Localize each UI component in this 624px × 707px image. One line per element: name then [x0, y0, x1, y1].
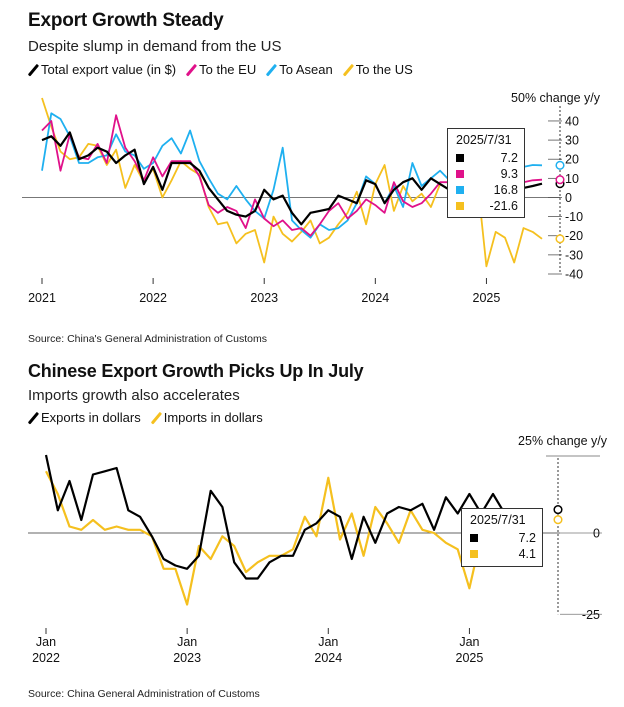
tooltip-swatch	[456, 154, 464, 162]
legend-label: To the EU	[199, 62, 257, 77]
legend-label: Total export value (in $)	[41, 62, 177, 77]
x-tick-label: Jan	[177, 635, 197, 649]
legend-swatch	[28, 64, 38, 76]
tooltip-row-total: 7.2	[448, 150, 524, 166]
tooltip-value: -21.6	[489, 199, 519, 213]
tooltip-swatch	[456, 170, 464, 178]
legend-swatch	[266, 64, 276, 76]
legend-item-asean: To Asean	[266, 62, 333, 77]
x-tick-label: 2022	[32, 651, 60, 665]
x-tick-label: 2025	[473, 291, 501, 305]
chart2-tooltip: 2025/7/31 7.2 4.1	[461, 508, 543, 567]
legend-item-us: To the US	[343, 62, 413, 77]
chart1-title: Export Growth Steady	[28, 10, 224, 31]
y-tick-label: 20	[565, 153, 579, 167]
legend-label: To Asean	[279, 62, 333, 77]
chart2-plot: 25% change y/y 0 -25 Jan 2022 Jan 2023 Jan 2024 J…	[28, 434, 608, 665]
chart2-title: Chinese Export Growth Picks Up In July	[28, 361, 364, 381]
cursor-marker	[555, 160, 565, 170]
y-tick-label: -30	[565, 248, 583, 262]
x-tick-label: 2023	[250, 291, 278, 305]
cursor-marker	[555, 234, 565, 244]
y-tick-label: 0	[593, 527, 600, 541]
chart1-subtitle: Despite slump in demand from the US	[28, 38, 282, 55]
cursor-marker	[553, 505, 563, 515]
tooltip-row-exports: 7.2	[462, 530, 542, 546]
y-tick-label: 0	[565, 191, 572, 205]
x-tick-label: 2022	[139, 291, 167, 305]
legend-item-eu: To the EU	[186, 62, 256, 77]
series-line	[45, 470, 541, 606]
y-tick-label: -40	[565, 268, 583, 282]
chart2-source: Source: China General Administration of …	[28, 688, 260, 700]
chart2-subtitle: Imports growth also accelerates	[28, 387, 240, 404]
legend-swatch	[343, 64, 353, 76]
tooltip-swatch	[470, 534, 478, 542]
chart1-legend: Total export value (in $) To the EU To A…	[28, 62, 417, 77]
unit-label: 50% change y/y	[511, 91, 601, 105]
legend-item-imports: Imports in dollars	[151, 410, 263, 425]
y-tick-label: -25	[582, 608, 600, 622]
chart1-source: Source: China's General Administration o…	[28, 333, 267, 345]
tooltip-value: 4.1	[518, 547, 536, 561]
x-tick-label: Jan	[318, 635, 338, 649]
unit-label: 25% change y/y	[518, 434, 608, 448]
series-line	[44, 454, 541, 580]
legend-swatch	[151, 412, 161, 424]
legend-swatch	[186, 64, 196, 76]
y-tick-label: 10	[565, 172, 579, 186]
tooltip-value: 7.2	[500, 151, 518, 165]
chart1-plot: 40 30 20 10 0 -10 -20 -30 -40 50% change y/y 2021 2…	[22, 91, 601, 305]
x-tick-label: 2024	[361, 291, 389, 305]
tooltip-swatch	[456, 202, 464, 210]
cursor-marker	[555, 175, 565, 185]
legend-label: Exports in dollars	[41, 410, 141, 425]
legend-label: To the US	[355, 62, 413, 77]
tooltip-swatch	[456, 186, 464, 194]
legend-item-total: Total export value (in $)	[28, 62, 176, 77]
y-tick-label: -10	[565, 210, 583, 224]
legend-item-exports: Exports in dollars	[28, 410, 141, 425]
x-tick-label: 2023	[173, 651, 201, 665]
legend-swatch	[28, 412, 38, 424]
tooltip-row-eu: 9.3	[448, 166, 524, 182]
y-tick-label: 40	[565, 114, 579, 128]
tooltip-date: 2025/7/31	[470, 513, 526, 527]
x-tick-label: 2025	[456, 651, 484, 665]
chart2-legend: Exports in dollars Imports in dollars	[28, 410, 267, 425]
y-tick-label: -20	[565, 229, 583, 243]
x-tick-label: Jan	[36, 635, 56, 649]
tooltip-row-imports: 4.1	[462, 546, 542, 566]
tooltip-swatch	[470, 550, 478, 558]
cursor-marker	[553, 515, 563, 525]
x-tick-label: 2021	[28, 291, 56, 305]
tooltip-value: 16.8	[493, 183, 518, 197]
legend-label: Imports in dollars	[163, 410, 263, 425]
x-tick-label: Jan	[459, 635, 479, 649]
chart1-tooltip: 2025/7/31 7.2 9.3 16.8 -21.6	[447, 128, 525, 218]
tooltip-row-us: -21.6	[448, 198, 524, 217]
tooltip-date: 2025/7/31	[456, 133, 512, 147]
tooltip-value: 9.3	[500, 167, 518, 181]
tooltip-row-asean: 16.8	[448, 182, 524, 198]
tooltip-value: 7.2	[518, 531, 536, 545]
y-tick-label: 30	[565, 134, 579, 148]
x-tick-label: 2024	[314, 651, 342, 665]
